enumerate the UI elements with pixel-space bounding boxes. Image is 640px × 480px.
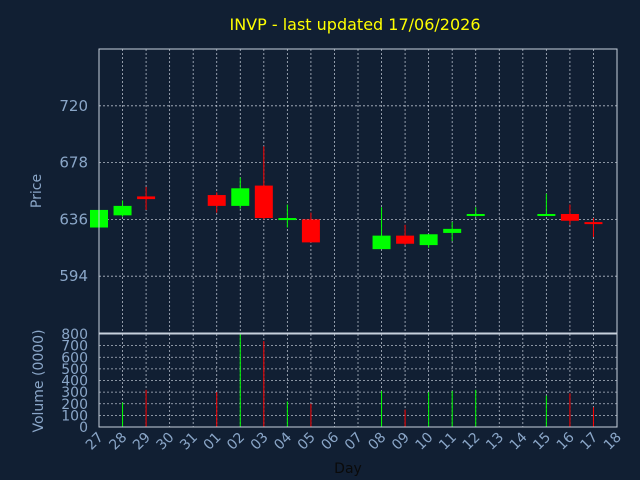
- candle-body: [537, 213, 556, 216]
- volume-bar: [428, 392, 430, 427]
- x-tick-label: 16: [554, 429, 578, 453]
- volume-tick-label: 500: [61, 362, 88, 378]
- x-tick-label: 28: [106, 430, 130, 454]
- volume-bar: [451, 390, 453, 427]
- volume-axis-label: Volume (0000): [31, 329, 47, 432]
- candle-body: [466, 213, 485, 216]
- volume-tick-label: 200: [61, 397, 88, 413]
- x-tick-label: 04: [271, 429, 295, 453]
- chart-title: INVP - last updated 17/06/2026: [229, 15, 480, 34]
- candle-body: [113, 205, 132, 216]
- price-grid: [98, 49, 618, 333]
- volume-bar: [381, 390, 383, 427]
- x-tick-label: 05: [295, 430, 319, 454]
- candle-body: [301, 219, 320, 243]
- candle-body: [231, 188, 250, 206]
- volume-frame: [98, 333, 618, 428]
- candle-body: [137, 196, 156, 200]
- price-tick-label: 678: [59, 154, 88, 172]
- x-tick-label: 30: [154, 430, 178, 454]
- volume-tick-label: 800: [61, 327, 88, 343]
- x-tick-label: 09: [389, 430, 413, 454]
- volume-bar: [239, 334, 241, 427]
- x-tick-label: 29: [130, 430, 154, 454]
- price-tick-label: 594: [59, 267, 88, 285]
- price-axis-label: Price: [29, 174, 45, 208]
- volume-bar: [404, 409, 406, 427]
- volume-bar: [145, 389, 147, 427]
- volume-tick-label: 600: [61, 350, 88, 366]
- price-candles: [90, 146, 603, 250]
- candle-body: [419, 234, 438, 246]
- volume-bar: [310, 403, 312, 427]
- x-tick-label: 03: [248, 430, 272, 454]
- candle-body: [278, 218, 297, 221]
- x-tick-label: 07: [342, 430, 366, 454]
- volume-bar: [545, 395, 547, 427]
- volume-tick-label: 100: [61, 408, 88, 424]
- price-tick-label: 636: [59, 210, 88, 228]
- candle-body: [372, 235, 391, 250]
- volume-bar: [592, 407, 594, 427]
- candle-body: [207, 195, 226, 206]
- x-tick-label: 18: [601, 430, 625, 454]
- x-tick-label: 15: [530, 430, 554, 454]
- volume-bar: [216, 392, 218, 427]
- x-tick-label: 11: [436, 430, 460, 454]
- volume-bar: [286, 401, 288, 427]
- volume-bar: [569, 393, 571, 427]
- price-y-ticks: 594 636 678 720: [59, 97, 88, 285]
- x-tick-label: 08: [365, 430, 389, 454]
- volume-bars: [122, 334, 594, 427]
- x-tick-label: 02: [224, 430, 248, 454]
- candle-body: [254, 185, 273, 219]
- volume-tick-label: 400: [61, 374, 88, 390]
- candle-body: [443, 228, 462, 233]
- volume-bar: [122, 402, 124, 427]
- candle-body: [396, 235, 415, 244]
- x-tick-label: 14: [507, 429, 531, 453]
- candle-body: [584, 222, 603, 225]
- volume-bar: [475, 389, 477, 427]
- volume-grid: [98, 333, 618, 428]
- volume-tick-label: 700: [61, 339, 88, 355]
- volume-tick-label: 300: [61, 385, 88, 401]
- x-axis-label: Day: [334, 461, 362, 477]
- x-tick-label: 01: [201, 430, 225, 454]
- price-panel: 594 636 678 720 Price: [29, 48, 618, 334]
- price-frame: [98, 48, 618, 334]
- x-tick-label: 10: [413, 430, 437, 454]
- volume-tick-label: 0: [79, 420, 88, 436]
- volume-bar: [263, 340, 265, 427]
- x-tick-label: 13: [483, 430, 507, 454]
- x-tick-label: 17: [577, 430, 601, 454]
- x-tick-label: 12: [460, 430, 484, 454]
- x-axis-ticks: 27 28 29 30 31 01 02 03 04 05 06 07 08 09 10 11 12 13 14 15…: [83, 429, 625, 453]
- price-tick-label: 720: [59, 97, 88, 115]
- x-tick-label: 31: [177, 430, 201, 454]
- candle-body: [560, 213, 579, 221]
- x-tick-label: 06: [318, 429, 342, 453]
